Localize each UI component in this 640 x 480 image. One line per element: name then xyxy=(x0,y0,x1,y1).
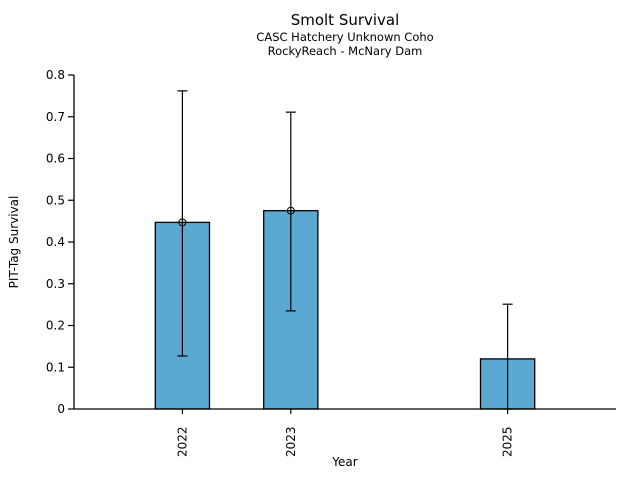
chart-title: Smolt Survival xyxy=(290,11,400,29)
y-tick-label-0.8: 0.8 xyxy=(46,68,65,82)
y-tick-label-0.7: 0.7 xyxy=(46,110,65,124)
y-tick-label-0: 0 xyxy=(57,402,65,416)
x-axis-label: Year xyxy=(332,455,358,469)
point-marker-2023 xyxy=(286,206,295,215)
y-tick-label-0.2: 0.2 xyxy=(46,319,65,333)
x-tick-label-2023: 2023 xyxy=(284,426,298,457)
x-tick-label-2025: 2025 xyxy=(501,426,515,457)
y-tick-label-0.1: 0.1 xyxy=(46,360,65,374)
y-tick-label-0.6: 0.6 xyxy=(46,152,65,166)
chart-subtitle-line1: CASC Hatchery Unknown Coho xyxy=(256,30,434,44)
x-tick-label-2022: 2022 xyxy=(175,426,189,457)
y-tick-label-0.3: 0.3 xyxy=(46,277,65,291)
y-tick-label-0.5: 0.5 xyxy=(46,193,65,207)
chart-subtitle-line2: RockyReach - McNary Dam xyxy=(267,44,423,58)
y-axis-label: PIT-Tag Survival xyxy=(7,195,21,289)
y-tick-label-0.4: 0.4 xyxy=(46,235,65,249)
point-marker-2022 xyxy=(178,218,187,227)
